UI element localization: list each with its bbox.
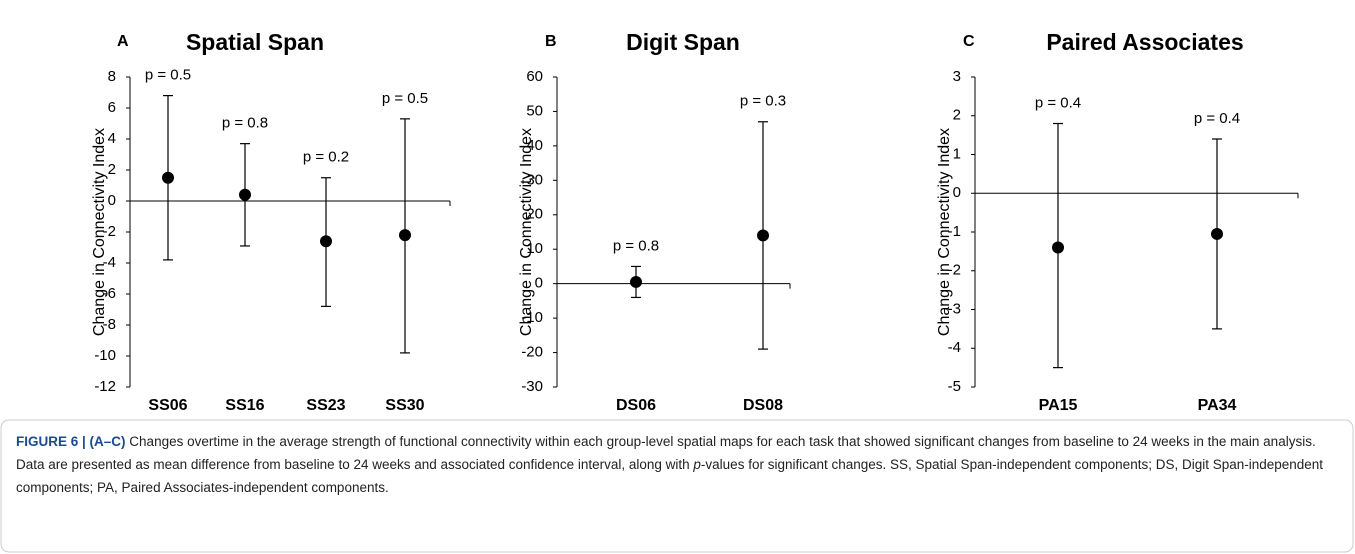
- x-tick-label: DS08: [743, 397, 783, 414]
- mean-point: [162, 171, 174, 184]
- p-value: p = 0.5: [382, 90, 428, 107]
- y-tick-label: 60: [526, 68, 543, 85]
- y-axis-label: Change in Connectivity Index: [936, 128, 953, 336]
- mean-point: [630, 275, 642, 288]
- mean-point: [399, 229, 411, 242]
- caption-text: -values for significant changes. SS, Spa…: [16, 457, 1324, 495]
- y-tick-label: -8: [103, 316, 116, 333]
- y-tick-label: 6: [108, 99, 116, 116]
- p-value: p = 0.8: [222, 115, 268, 132]
- mean-point: [320, 235, 332, 248]
- x-tick-label: SS23: [306, 397, 345, 414]
- y-tick-label: 4: [108, 130, 116, 147]
- mean-point: [239, 188, 251, 201]
- caption-italic: p: [693, 457, 701, 472]
- y-tick-label: 20: [526, 206, 543, 223]
- x-tick-label: DS06: [616, 397, 656, 414]
- x-tick-label: SS16: [225, 397, 264, 414]
- y-tick-label: -2: [103, 223, 116, 240]
- y-tick-label: -1: [948, 223, 961, 240]
- x-tick-label: PA34: [1198, 397, 1237, 414]
- y-tick-label: 30: [526, 171, 543, 188]
- y-tick-label: -6: [103, 285, 116, 302]
- x-tick-label: PA15: [1039, 397, 1078, 414]
- y-tick-label: 50: [526, 102, 543, 119]
- panel-letter: B: [545, 33, 557, 50]
- y-tick-label: 2: [953, 107, 961, 124]
- panel-letter: C: [963, 33, 975, 50]
- y-tick-label: -4: [948, 339, 961, 356]
- y-tick-label: 8: [108, 68, 116, 85]
- mean-point: [1211, 227, 1223, 240]
- y-tick-label: 0: [953, 184, 961, 201]
- x-tick-label: SS30: [385, 397, 424, 414]
- chart-title: Spatial Span: [186, 29, 324, 55]
- panel-letter: A: [117, 33, 129, 50]
- p-value: p = 0.8: [613, 237, 659, 254]
- chart-title: Paired Associates: [1046, 29, 1243, 55]
- caption-box: [0, 419, 1354, 553]
- y-tick-label: -2: [948, 262, 961, 279]
- y-tick-label: 40: [526, 137, 543, 154]
- y-axis-label: Change in Connectivity Index: [518, 128, 535, 336]
- y-tick-label: -30: [521, 378, 543, 395]
- y-tick-label: 3: [953, 68, 961, 85]
- y-axis-label: Change in Connectivity Index: [91, 128, 108, 336]
- p-value: p = 0.5: [145, 67, 191, 84]
- y-tick-label: -12: [94, 378, 116, 395]
- caption: FIGURE 6 | (A–C) Changes overtime in the…: [16, 430, 1336, 499]
- y-tick-label: 0: [535, 275, 543, 292]
- y-tick-label: 10: [526, 240, 543, 257]
- mean-point: [1052, 241, 1064, 254]
- y-tick-label: 2: [108, 161, 116, 178]
- y-tick-label: -20: [521, 344, 543, 361]
- caption-text: Changes overtime in the average strength…: [16, 434, 1316, 472]
- p-value: p = 0.3: [740, 93, 786, 110]
- caption-label: FIGURE 6 | (A–C): [16, 434, 126, 449]
- y-tick-label: -10: [94, 347, 116, 364]
- p-value: p = 0.4: [1194, 110, 1240, 127]
- y-tick-label: -4: [103, 254, 116, 271]
- y-tick-label: 1: [953, 145, 961, 162]
- y-tick-label: -3: [948, 300, 961, 317]
- y-tick-label: -10: [521, 309, 543, 326]
- chart-title: Digit Span: [626, 29, 740, 55]
- y-tick-label: 0: [108, 192, 116, 209]
- mean-point: [757, 229, 769, 242]
- p-value: p = 0.2: [303, 149, 349, 166]
- x-tick-label: SS06: [148, 397, 187, 414]
- y-tick-label: -5: [948, 378, 961, 395]
- p-value: p = 0.4: [1035, 94, 1081, 111]
